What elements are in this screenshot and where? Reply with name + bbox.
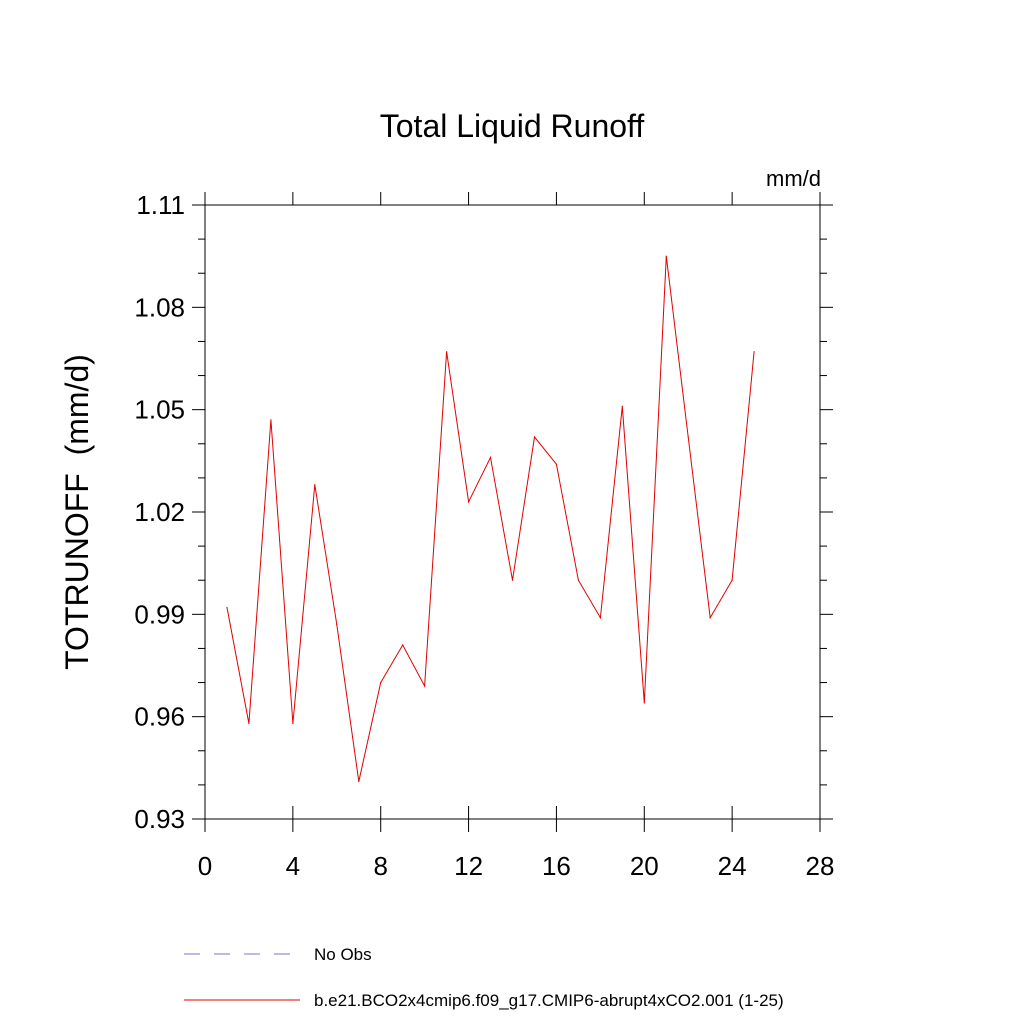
series-point <box>665 255 667 257</box>
x-tick-label: 28 <box>806 851 835 881</box>
y-tick-label: 1.05 <box>134 395 185 425</box>
series-point <box>292 722 294 725</box>
axis-ticks <box>192 192 833 832</box>
series-point <box>643 702 645 704</box>
x-tick-label: 8 <box>373 851 387 881</box>
series-point <box>753 351 755 353</box>
chart-title: Total Liquid Runoff <box>380 108 645 144</box>
series-point <box>709 617 711 619</box>
series-point <box>248 722 250 725</box>
y-tick-label: 0.96 <box>134 702 185 732</box>
series-point <box>380 681 382 684</box>
x-tick-label: 16 <box>542 851 571 881</box>
series-point <box>533 436 536 438</box>
series-point <box>731 579 733 581</box>
x-tick-label: 0 <box>198 851 212 881</box>
series-point <box>467 501 470 503</box>
series-point <box>599 617 601 619</box>
y-axis-label: TOTRUNOFF (mm/d) <box>59 354 95 670</box>
series-point <box>314 484 316 486</box>
legend: No Obs b.e21.BCO2x4cmip6.f09_g17.CMIP6-ab… <box>184 945 784 1010</box>
series-point <box>402 644 404 646</box>
x-tick-label: 12 <box>454 851 483 881</box>
series-point <box>358 780 360 783</box>
series-point <box>424 685 426 687</box>
series-point <box>336 623 338 626</box>
series-point <box>687 436 689 438</box>
series-point <box>446 351 448 353</box>
y-tick-label: 1.11 <box>136 190 185 220</box>
series-point <box>555 463 558 465</box>
series-line <box>226 256 755 782</box>
series-point <box>621 405 623 407</box>
series-point <box>489 456 492 459</box>
plot-frame <box>204 204 821 820</box>
y-tick-label: 1.02 <box>134 497 185 527</box>
y-tick-label: 0.99 <box>134 599 185 629</box>
legend-label: b.e21.BCO2x4cmip6.f09_g17.CMIP6-abrupt4x… <box>314 991 784 1010</box>
x-tick-label: 4 <box>286 851 300 881</box>
series-point <box>226 606 228 609</box>
series-point <box>270 419 272 421</box>
series-point <box>511 579 514 581</box>
axis-tick-labels: 0 4 8 12 16 20 24 28 0.93 0.96 0.99 1.02 1.05 1.08 1.1… <box>134 190 834 881</box>
series-layer <box>226 255 755 783</box>
x-tick-label: 24 <box>718 851 747 881</box>
y-tick-label: 1.08 <box>134 292 185 322</box>
units-label: mm/d <box>766 166 821 191</box>
legend-label: No Obs <box>314 945 372 964</box>
y-tick-label: 0.93 <box>134 804 185 834</box>
x-tick-label: 20 <box>630 851 659 881</box>
series-point <box>577 579 579 581</box>
